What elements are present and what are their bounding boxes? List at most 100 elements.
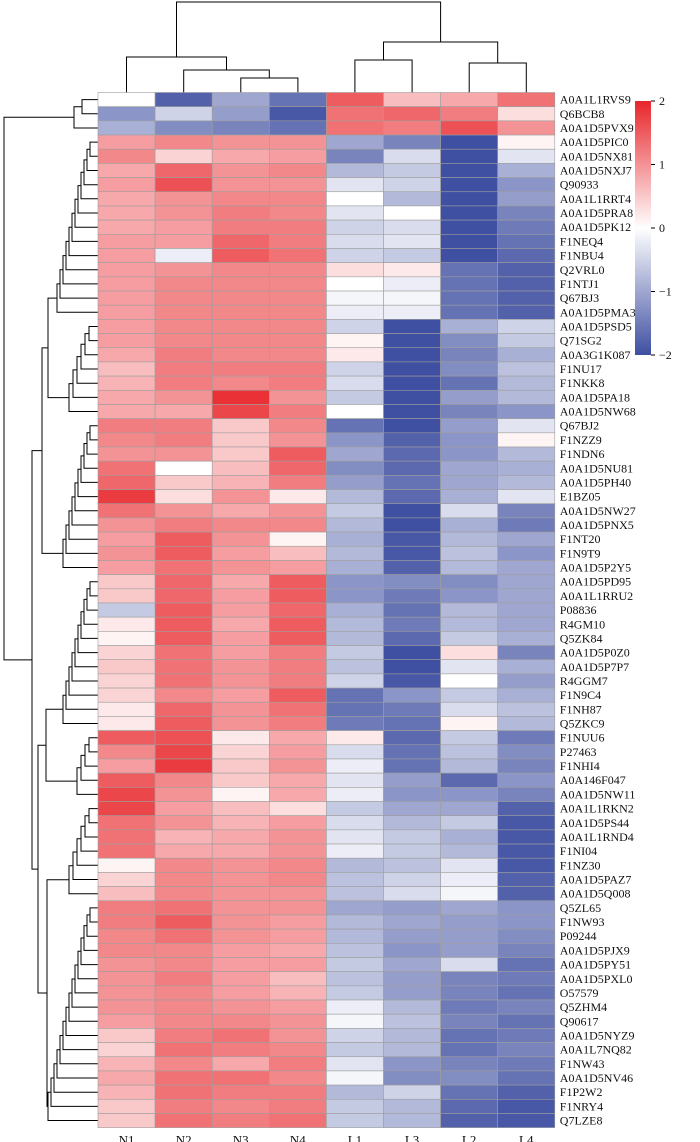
cell-a0a1l7nq82-n3 xyxy=(211,1042,270,1058)
cell-q5zk84-n1 xyxy=(97,631,156,646)
cell-a0a1d5nw11-n2 xyxy=(154,787,213,802)
cell-a0a1l1rrt4-l4 xyxy=(497,191,556,207)
cell-a0a1l7nq82-l2 xyxy=(440,1042,499,1058)
row-label-q5zhm4: Q5ZHM4 xyxy=(560,1000,607,1014)
cell-a0a1d5nv46-l3 xyxy=(383,1070,441,1086)
cell-f1n9c4-n1 xyxy=(97,687,156,703)
cell-f1ni04-n1 xyxy=(97,843,156,859)
cell-f1n9t9-l1 xyxy=(326,545,384,561)
cell-a0a146f047-n2 xyxy=(154,772,213,788)
cell-a0a1d5psd5-n4 xyxy=(268,319,327,334)
row-label-f1ntj1: F1NTJ1 xyxy=(560,277,599,291)
cell-a0a1d5nw11-n4 xyxy=(268,787,327,802)
cell-a0a1d5q008-l3 xyxy=(383,886,441,902)
row-dendrogram-link-51 xyxy=(89,907,98,923)
cell-a0a3g1k087-n4 xyxy=(268,347,327,363)
cell-a0a1l1rnd4-n2 xyxy=(154,829,213,845)
cell-a0a1d5nw27-l1 xyxy=(326,503,384,519)
cell-f1n9c4-l2 xyxy=(440,687,499,703)
cell-q5zl65-l1 xyxy=(326,900,384,916)
cell-q5zkc9-l4 xyxy=(497,716,556,731)
row-dendrogram-link-1 xyxy=(81,99,98,115)
cell-a0a1d5nv46-n4 xyxy=(268,1070,327,1086)
row-label-f1nbu4: F1NBU4 xyxy=(560,249,604,263)
cell-f1nh87-l1 xyxy=(326,701,384,717)
cell-a0a1l1rkn2-n2 xyxy=(154,801,213,816)
cell-a0a1d5nw27-n1 xyxy=(97,503,156,519)
cell-f1nu17-l4 xyxy=(497,361,556,377)
cell-q5zk84-n2 xyxy=(154,631,213,646)
cell-a0a146f047-l3 xyxy=(383,772,441,788)
cell-p09244-n3 xyxy=(211,928,270,944)
row-label-a0a1d5pnx5: A0A1D5PNX5 xyxy=(560,518,634,532)
cell-a0a1d5p2y5-n3 xyxy=(211,560,270,575)
col-label-l3: L3 xyxy=(405,1133,419,1142)
cell-a0a1l1rrt4-l2 xyxy=(440,191,499,207)
cell-q5zhm4-n2 xyxy=(154,999,213,1015)
cell-a0a1l1rnd4-n4 xyxy=(268,829,327,845)
cell-a0a1d5pk12-n2 xyxy=(154,219,213,235)
cell-a0a1d5pjx9-l4 xyxy=(497,942,556,958)
cell-f1nhi4-n3 xyxy=(211,758,270,774)
row-dendrogram-link-48 xyxy=(76,838,98,866)
row-label-a0a1d5pjx9: A0A1D5PJX9 xyxy=(560,943,630,957)
cell-a0a1d5pnx5-l2 xyxy=(440,517,499,533)
cell-a0a1d5pnx5-l3 xyxy=(383,517,441,533)
cell-a0a1d5nyz9-l2 xyxy=(440,1028,499,1043)
cell-q90933-l4 xyxy=(497,177,556,193)
cell-f1nz30-n3 xyxy=(211,857,270,873)
cell-a0a1d5pvx9-n3 xyxy=(211,120,270,136)
cell-a0a1l1rnd4-l4 xyxy=(497,829,556,845)
cell-f1p2w2-n3 xyxy=(211,1084,270,1100)
cell-q90617-l3 xyxy=(383,1013,441,1029)
cell-f1ntj1-l1 xyxy=(326,276,384,292)
cell-a0a1d5pk12-l4 xyxy=(497,219,556,235)
cell-f1nry4-l3 xyxy=(383,1098,441,1114)
row-dendrogram-link-18 xyxy=(76,356,98,384)
cell-q6bcb8-l3 xyxy=(383,106,441,122)
cell-q5zhm4-l3 xyxy=(383,999,441,1015)
cell-q67bj3-l1 xyxy=(326,290,384,306)
row-label-f1nu17: F1NU17 xyxy=(560,362,602,376)
cell-f1nt20-n3 xyxy=(211,531,270,547)
row-dendrogram-link-41 xyxy=(88,737,98,753)
cell-f1nbu4-l1 xyxy=(326,248,384,263)
cell-f1nz30-n1 xyxy=(97,857,156,873)
cell-q71sg2-n1 xyxy=(97,333,156,349)
cell-a0a1l1rrt4-l3 xyxy=(383,191,441,207)
row-labels: A0A1L1RVS9Q6BCB8A0A1D5PVX9A0A1D5PIC0A0A1… xyxy=(560,93,636,1128)
cell-q5zl65-l2 xyxy=(440,900,499,916)
cell-a0a1d5nx81-l2 xyxy=(440,148,499,164)
cell-o57579-l3 xyxy=(383,985,441,1001)
cell-p08836-n1 xyxy=(97,602,156,618)
cell-q5zhm4-l1 xyxy=(326,999,384,1015)
cell-a0a1d5nv46-l4 xyxy=(497,1070,556,1086)
cell-a0a1d5py51-l2 xyxy=(440,957,499,972)
cell-a0a1d5nyz9-l3 xyxy=(383,1028,441,1043)
cell-q90617-n3 xyxy=(211,1013,270,1029)
cell-a0a1d5ph40-n1 xyxy=(97,475,156,490)
cell-a0a1l1rru2-l2 xyxy=(440,588,499,604)
cell-a0a1d5p0z0-l2 xyxy=(440,645,499,661)
cell-f1nhi4-n1 xyxy=(97,758,156,774)
cell-f1nhi4-l4 xyxy=(497,758,556,774)
cell-a0a1l1rvs9-n4 xyxy=(268,92,327,107)
cell-f1nw43-l4 xyxy=(497,1056,556,1072)
cell-f1nu17-l1 xyxy=(326,361,384,377)
cell-f1nw43-n4 xyxy=(268,1056,327,1072)
cell-a0a1d5nu81-n3 xyxy=(211,460,270,476)
row-label-f1neq4: F1NEQ4 xyxy=(560,234,603,248)
cell-a0a1d5p0z0-n3 xyxy=(211,645,270,661)
row-dendrogram-link-46 xyxy=(84,815,98,838)
cell-f1nbu4-n4 xyxy=(268,248,327,263)
col-label-n3: N3 xyxy=(233,1133,249,1142)
cell-q90617-l1 xyxy=(326,1013,384,1029)
cell-a0a1d5nx81-l4 xyxy=(497,148,556,164)
cell-a0a1d5nw11-l2 xyxy=(440,787,499,802)
cell-f1ni04-l2 xyxy=(440,843,499,859)
cell-a0a1l1rru2-l3 xyxy=(383,588,441,604)
cell-f1nt20-n2 xyxy=(154,531,213,547)
cell-q5zl65-n2 xyxy=(154,900,213,916)
cell-f1nu17-l3 xyxy=(383,361,441,377)
